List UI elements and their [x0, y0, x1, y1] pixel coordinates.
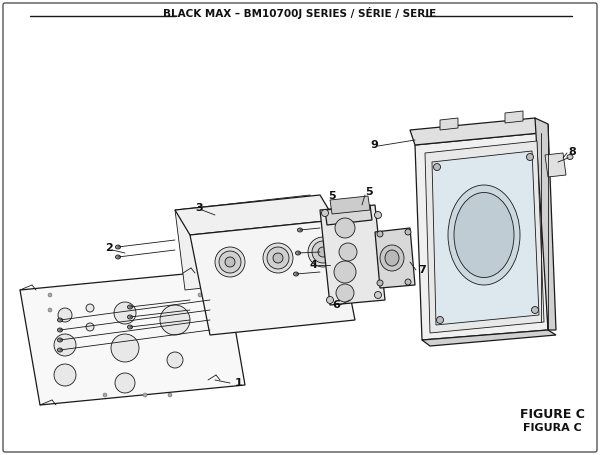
- Ellipse shape: [385, 250, 399, 266]
- Ellipse shape: [198, 293, 202, 297]
- Ellipse shape: [334, 261, 356, 283]
- Text: FIGURA C: FIGURA C: [523, 423, 581, 433]
- Polygon shape: [425, 141, 544, 333]
- Ellipse shape: [273, 253, 283, 263]
- Text: FIGURE C: FIGURE C: [520, 409, 584, 421]
- Polygon shape: [410, 118, 540, 145]
- Ellipse shape: [58, 318, 62, 322]
- Ellipse shape: [58, 348, 62, 352]
- Polygon shape: [432, 151, 539, 325]
- Ellipse shape: [115, 245, 121, 249]
- Ellipse shape: [54, 334, 76, 356]
- Ellipse shape: [115, 255, 121, 259]
- Ellipse shape: [308, 237, 338, 267]
- Ellipse shape: [335, 218, 355, 238]
- Ellipse shape: [336, 284, 354, 302]
- Text: 7: 7: [418, 265, 426, 275]
- Text: 6: 6: [332, 300, 340, 310]
- Ellipse shape: [86, 323, 94, 331]
- Text: 9: 9: [370, 140, 378, 150]
- Polygon shape: [375, 228, 415, 288]
- Ellipse shape: [377, 280, 383, 286]
- Ellipse shape: [322, 209, 329, 217]
- Polygon shape: [535, 118, 556, 330]
- Text: 5: 5: [365, 187, 373, 197]
- Ellipse shape: [454, 192, 514, 278]
- Ellipse shape: [58, 308, 72, 322]
- Ellipse shape: [532, 307, 539, 313]
- Ellipse shape: [143, 393, 147, 397]
- Ellipse shape: [128, 305, 133, 309]
- Polygon shape: [422, 330, 556, 346]
- Polygon shape: [545, 153, 566, 177]
- Polygon shape: [440, 118, 458, 130]
- Ellipse shape: [437, 317, 443, 324]
- Ellipse shape: [433, 163, 440, 171]
- Polygon shape: [175, 195, 320, 290]
- Ellipse shape: [48, 293, 52, 297]
- Ellipse shape: [58, 338, 62, 342]
- Ellipse shape: [326, 297, 334, 303]
- Ellipse shape: [267, 247, 289, 269]
- Polygon shape: [325, 205, 372, 225]
- Text: 4: 4: [310, 260, 318, 270]
- Text: 2: 2: [105, 243, 113, 253]
- Ellipse shape: [111, 334, 139, 362]
- Ellipse shape: [374, 292, 382, 298]
- Ellipse shape: [128, 315, 133, 319]
- Ellipse shape: [225, 257, 235, 267]
- Ellipse shape: [567, 155, 573, 160]
- Polygon shape: [175, 195, 335, 235]
- Ellipse shape: [296, 251, 301, 255]
- Ellipse shape: [405, 229, 411, 235]
- Ellipse shape: [263, 243, 293, 273]
- Ellipse shape: [215, 247, 245, 277]
- Ellipse shape: [54, 364, 76, 386]
- Ellipse shape: [86, 304, 94, 312]
- Ellipse shape: [298, 228, 302, 232]
- Ellipse shape: [312, 241, 334, 263]
- Ellipse shape: [448, 185, 520, 285]
- Ellipse shape: [380, 245, 404, 271]
- Polygon shape: [320, 205, 385, 305]
- Text: 1: 1: [235, 378, 243, 388]
- Ellipse shape: [128, 325, 133, 329]
- Ellipse shape: [167, 352, 183, 368]
- Ellipse shape: [339, 243, 357, 261]
- Ellipse shape: [48, 308, 52, 312]
- Text: BLACK MAX – BM10700J SERIES / SÉRIE / SERIE: BLACK MAX – BM10700J SERIES / SÉRIE / SE…: [163, 7, 437, 19]
- Ellipse shape: [405, 279, 411, 285]
- Text: 5: 5: [328, 191, 335, 201]
- Ellipse shape: [374, 212, 382, 218]
- Ellipse shape: [114, 302, 136, 324]
- Ellipse shape: [160, 305, 190, 335]
- Text: 3: 3: [195, 203, 203, 213]
- Polygon shape: [415, 133, 548, 340]
- Ellipse shape: [103, 393, 107, 397]
- Ellipse shape: [318, 247, 328, 257]
- Ellipse shape: [219, 251, 241, 273]
- Ellipse shape: [293, 272, 299, 276]
- Ellipse shape: [527, 153, 533, 161]
- Polygon shape: [190, 220, 355, 335]
- Polygon shape: [505, 111, 523, 123]
- Ellipse shape: [198, 281, 202, 285]
- Ellipse shape: [58, 328, 62, 332]
- Ellipse shape: [115, 373, 135, 393]
- Ellipse shape: [377, 231, 383, 237]
- Polygon shape: [20, 270, 245, 405]
- Text: 8: 8: [568, 147, 576, 157]
- Polygon shape: [330, 196, 370, 214]
- Ellipse shape: [332, 222, 340, 228]
- Ellipse shape: [168, 393, 172, 397]
